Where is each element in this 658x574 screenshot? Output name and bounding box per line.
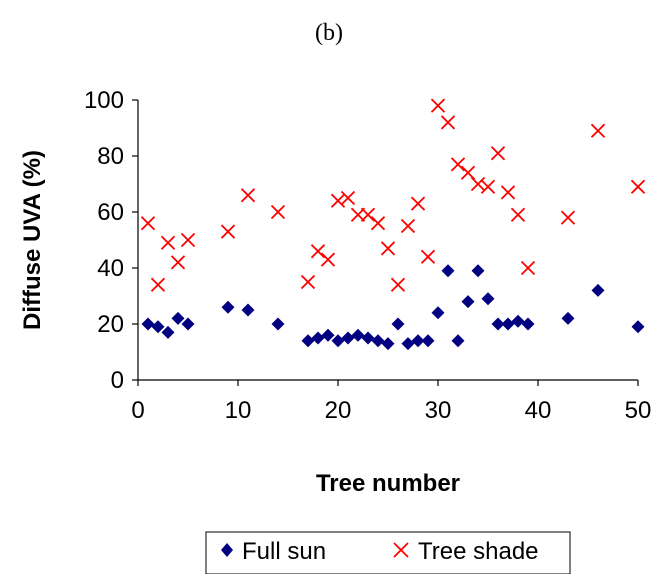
data-point-tree-shade <box>360 207 376 222</box>
data-point-full-sun <box>631 320 645 334</box>
data-point-full-sun <box>171 311 185 325</box>
data-point-tree-shade <box>340 190 356 206</box>
data-point-full-sun <box>311 331 325 345</box>
x-tick-labels: 0 10 20 30 40 50 <box>131 380 651 424</box>
data-point-full-sun <box>341 331 355 345</box>
y-tick-label: 20 <box>97 311 124 338</box>
data-point-full-sun <box>381 337 395 351</box>
data-point-full-sun <box>391 317 405 331</box>
data-point-tree-shade <box>170 255 186 270</box>
data-point-tree-shade <box>630 179 646 194</box>
series-full-sun <box>141 264 645 351</box>
legend-x-icon <box>393 542 409 558</box>
y-axis-title: Diffuse UVA (%) <box>19 150 46 330</box>
data-point-tree-shade <box>180 232 196 248</box>
data-point-tree-shade <box>440 115 456 130</box>
data-point-tree-shade <box>370 216 386 231</box>
data-point-full-sun <box>501 317 515 331</box>
y-tick-label: 0 <box>111 367 124 394</box>
x-tick-label: 10 <box>225 397 252 424</box>
legend-box <box>205 531 571 574</box>
data-point-full-sun <box>181 317 195 331</box>
data-point-tree-shade <box>420 249 436 264</box>
data-point-full-sun <box>511 314 525 328</box>
data-point-full-sun <box>371 334 385 348</box>
data-point-tree-shade <box>560 210 576 225</box>
data-point-tree-shade <box>510 207 526 222</box>
data-point-full-sun <box>591 283 605 297</box>
data-point-full-sun <box>301 334 315 348</box>
data-point-full-sun <box>361 331 375 345</box>
data-point-tree-shade <box>350 207 366 222</box>
data-point-full-sun <box>421 334 435 348</box>
data-point-tree-shade <box>520 260 536 276</box>
y-tick-labels: 0 20 40 60 80 100 <box>84 87 138 394</box>
plot-area <box>140 98 646 351</box>
data-point-full-sun <box>331 334 345 348</box>
legend-label-full-sun: Full sun <box>242 538 326 565</box>
chart-title: (b) <box>315 20 343 46</box>
data-point-tree-shade <box>240 188 256 203</box>
data-point-full-sun <box>561 311 575 325</box>
data-point-full-sun <box>401 337 415 351</box>
data-point-full-sun <box>461 295 475 309</box>
data-point-tree-shade <box>220 224 236 239</box>
data-point-tree-shade <box>480 179 496 194</box>
data-point-full-sun <box>351 328 365 342</box>
data-point-tree-shade <box>270 204 286 220</box>
data-point-full-sun <box>161 325 175 339</box>
y-tick-label: 40 <box>97 255 124 282</box>
data-point-tree-shade <box>470 176 486 192</box>
data-point-full-sun <box>431 306 445 320</box>
y-tick-label: 60 <box>97 199 124 226</box>
data-point-tree-shade <box>400 218 416 234</box>
data-point-tree-shade <box>160 235 176 250</box>
data-point-tree-shade <box>410 196 426 211</box>
data-point-tree-shade <box>450 157 466 172</box>
data-point-tree-shade <box>430 98 446 113</box>
data-point-full-sun <box>451 334 465 348</box>
data-point-tree-shade <box>590 123 606 138</box>
x-tick-label: 30 <box>425 397 452 424</box>
data-point-full-sun <box>271 317 285 331</box>
data-point-tree-shade <box>320 252 336 267</box>
legend: Full sun Tree shade <box>205 531 571 574</box>
data-point-full-sun <box>151 320 165 334</box>
series-tree-shade <box>140 98 646 292</box>
data-point-tree-shade <box>500 185 516 200</box>
data-point-full-sun <box>221 300 235 314</box>
data-point-tree-shade <box>380 241 396 256</box>
data-point-full-sun <box>481 292 495 306</box>
data-point-full-sun <box>441 264 455 278</box>
data-point-full-sun <box>471 264 485 278</box>
data-point-tree-shade <box>310 244 326 259</box>
data-point-full-sun <box>411 334 425 348</box>
data-point-full-sun <box>321 328 335 342</box>
x-tick-label: 0 <box>131 397 144 424</box>
data-point-full-sun <box>491 317 505 331</box>
data-point-tree-shade <box>140 216 156 231</box>
legend-label-tree-shade: Tree shade <box>418 538 539 565</box>
legend-diamond-icon <box>221 543 233 557</box>
y-tick-label: 100 <box>84 87 124 114</box>
y-tick-label: 80 <box>97 143 124 170</box>
x-axis-title: Tree number <box>316 470 460 497</box>
data-point-tree-shade <box>300 274 316 290</box>
data-point-tree-shade <box>330 193 346 208</box>
x-tick-label: 20 <box>325 397 352 424</box>
data-point-full-sun <box>521 317 535 331</box>
x-tick-label: 50 <box>625 397 652 424</box>
data-point-full-sun <box>241 303 255 317</box>
data-point-full-sun <box>141 317 155 331</box>
data-point-tree-shade <box>150 277 166 292</box>
data-point-tree-shade <box>390 277 406 292</box>
data-point-tree-shade <box>490 146 506 161</box>
x-tick-label: 40 <box>525 397 552 424</box>
